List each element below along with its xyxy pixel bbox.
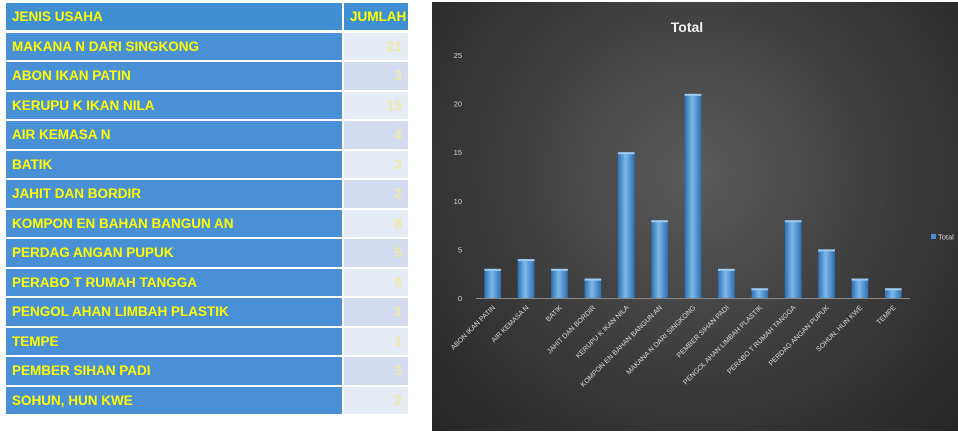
bar-top (884, 288, 902, 291)
table-header-row: JENIS USAHA JUMLAH (6, 3, 408, 33)
y-tick-label: 25 (454, 51, 462, 60)
bar-top (684, 93, 702, 96)
business-type-cell: KERUPU K IKAN NILA (6, 91, 342, 121)
bar-top (584, 278, 602, 281)
bar (517, 259, 535, 298)
header-business-type: JENIS USAHA (6, 3, 342, 33)
x-tick-label: PERABO T RUMAH TANGGA (726, 304, 797, 375)
x-tick-label: AIR KEMASA N (491, 304, 531, 344)
table-row: PERABO T RUMAH TANGGA 8 (6, 268, 408, 298)
count-cell: 3 (342, 150, 408, 180)
bar (851, 278, 869, 298)
count-cell: 8 (342, 209, 408, 239)
count-cell: 8 (342, 268, 408, 298)
bar (617, 152, 635, 298)
bar (684, 93, 702, 298)
table-row: MAKANA N DARI SINGKONG 21 (6, 32, 408, 62)
chart-panel: Total 0 5 10 15 20 25 ABON IKAN PATIN AIR KEMASA… (432, 2, 958, 431)
table-body: MAKANA N DARI SINGKONG 21 ABON IKAN PATIN 3… (6, 32, 408, 416)
count-cell: 1 (342, 298, 408, 328)
business-type-cell: TEMPE (6, 327, 342, 357)
x-tick-label: MAKANA N DARI SINGKONG (626, 304, 698, 376)
table-row: JAHIT DAN BORDIR 2 (6, 180, 408, 210)
legend: Total (931, 233, 954, 242)
table-row: TEMPE 1 (6, 327, 408, 357)
bar (718, 268, 735, 298)
bar-top (517, 259, 535, 262)
count-cell: 3 (342, 62, 408, 92)
count-cell: 2 (342, 386, 408, 416)
table-row: KOMPON EN BAHAN BANGUN AN 8 (6, 209, 408, 239)
chart-title: Total (671, 19, 703, 35)
business-type-cell: PERDAG ANGAN PUPUK (6, 239, 342, 269)
business-type-cell: PEMBER SIHAN PADI (6, 357, 342, 387)
bar-top (551, 268, 568, 271)
business-type-cell: MAKANA N DARI SINGKONG (6, 32, 342, 62)
x-tick-label: TEMPE (876, 304, 898, 326)
table-row: PENGOL AHAN LIMBAH PLASTIK 1 (6, 298, 408, 328)
bar (884, 288, 902, 298)
count-cell: 3 (342, 357, 408, 387)
table-row: SOHUN, HUN KWE 2 (6, 386, 408, 416)
count-cell: 2 (342, 180, 408, 210)
bar-top (851, 278, 869, 281)
bar (484, 268, 502, 298)
bar (551, 268, 568, 298)
business-type-cell: AIR KEMASA N (6, 121, 342, 151)
legend-swatch (931, 234, 936, 239)
business-table: JENIS USAHA JUMLAH MAKANA N DARI SINGKON… (6, 3, 408, 416)
bar-top (651, 220, 668, 223)
business-type-cell: PENGOL AHAN LIMBAH PLASTIK (6, 298, 342, 328)
bar-top (751, 288, 769, 291)
data-table-panel: JENIS USAHA JUMLAH MAKANA N DARI SINGKON… (6, 3, 408, 430)
x-tick-label: BATIK (545, 304, 564, 323)
table-row: PERDAG ANGAN PUPUK 5 (6, 239, 408, 269)
table-row: BATIK 3 (6, 150, 408, 180)
table-row: KERUPU K IKAN NILA 15 (6, 91, 408, 121)
count-cell: 5 (342, 239, 408, 269)
bar-top (617, 152, 635, 155)
business-type-cell: PERABO T RUMAH TANGGA (6, 268, 342, 298)
count-cell: 21 (342, 32, 408, 62)
bar-top (784, 220, 802, 223)
header-count: JUMLAH (342, 3, 408, 33)
y-tick-label: 20 (454, 100, 462, 109)
table-row: PEMBER SIHAN PADI 3 (6, 357, 408, 387)
bar (584, 278, 602, 298)
y-tick-label: 15 (454, 148, 462, 157)
bar-top (484, 268, 502, 271)
count-cell: 1 (342, 327, 408, 357)
bar (751, 288, 769, 298)
count-cell: 4 (342, 121, 408, 151)
bar (784, 220, 802, 298)
x-tick-label: ABON IKAN PATIN (450, 304, 497, 351)
y-tick-label: 10 (454, 197, 462, 206)
bar (651, 220, 668, 298)
bar (818, 249, 835, 298)
table-row: ABON IKAN PATIN 3 (6, 62, 408, 92)
count-cell: 15 (342, 91, 408, 121)
bar-top (818, 249, 835, 252)
y-tick-label: 5 (458, 245, 462, 254)
business-type-cell: SOHUN, HUN KWE (6, 386, 342, 416)
bar-top (718, 268, 735, 271)
x-tick-label: PERDAG ANGAN PUPUK (768, 304, 831, 367)
y-tick-label: 0 (458, 294, 462, 303)
business-type-cell: ABON IKAN PATIN (6, 62, 342, 92)
business-type-cell: JAHIT DAN BORDIR (6, 180, 342, 210)
business-type-cell: BATIK (6, 150, 342, 180)
business-type-cell: KOMPON EN BAHAN BANGUN AN (6, 209, 342, 239)
legend-label: Total (938, 233, 954, 242)
